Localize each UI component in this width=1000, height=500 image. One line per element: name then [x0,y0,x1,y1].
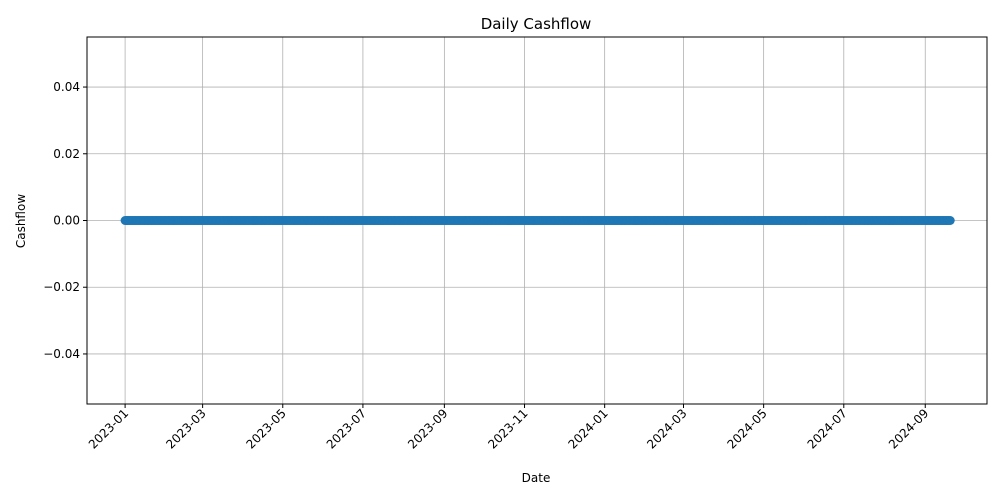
x-tick-label: 2023-09 [405,406,450,451]
y-tick-label: 0.02 [53,147,80,161]
y-axis: 0.04 0.02 0.00 −0.02 −0.04 [43,80,87,361]
y-tick-label: −0.02 [43,280,80,294]
x-axis: 2023-01 2023-03 2023-05 2023-07 2023-09 2023-… [86,404,931,452]
series [120,216,955,225]
y-tick-label: 0.00 [53,214,80,228]
x-tick-label: 2023-07 [324,406,369,451]
y-tick-label: −0.04 [43,347,80,361]
x-tick-label: 2023-03 [163,406,208,451]
x-tick-label: 2023-05 [244,406,289,451]
y-tick-label: 0.04 [53,80,80,94]
x-tick-label: 2023-11 [485,406,530,451]
x-tick-label: 2024-05 [724,406,769,451]
chart-title: Daily Cashflow [481,15,592,33]
x-tick-label: 2024-07 [805,406,850,451]
data-point [945,216,955,225]
x-tick-label: 2024-01 [565,406,610,451]
x-tick-label: 2023-01 [86,406,131,451]
x-tick-label: 2024-09 [886,406,931,451]
x-tick-label: 2024-03 [644,406,689,451]
x-axis-label: Date [522,471,551,485]
y-axis-label: Cashflow [14,194,28,248]
